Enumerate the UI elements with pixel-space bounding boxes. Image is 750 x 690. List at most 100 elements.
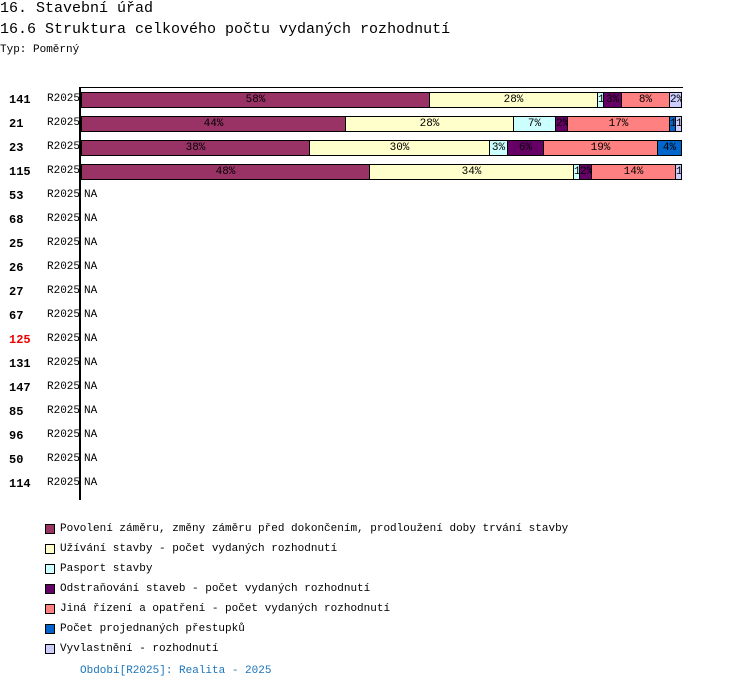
bar-segment: 30% [310, 140, 490, 156]
row-period-label: R2025 [47, 309, 81, 321]
na-label: NA [84, 405, 98, 417]
chart-row: 96 R2025 NA [0, 424, 750, 448]
row-period-label: R2025 [47, 237, 81, 249]
row-period-label: R2025 [47, 165, 81, 177]
stacked-bar: 48%34%1%2%14%1% [81, 164, 682, 180]
chart-row: 68 R2025 NA [0, 208, 750, 232]
row-period-label: R2025 [47, 381, 81, 393]
na-label: NA [84, 333, 98, 345]
legend: Povolení záměru, změny záměru před dokon… [45, 519, 568, 659]
row-id-label: 141 [9, 93, 31, 107]
bar-segment: 1% [676, 116, 682, 132]
legend-swatch [45, 604, 55, 614]
legend-swatch [45, 624, 55, 634]
row-id-label: 131 [9, 357, 31, 371]
bar-segment: 2% [556, 116, 568, 132]
bar-segment: 2% [670, 92, 682, 108]
bar-segment: 1% [676, 164, 682, 180]
bar-segment: 48% [81, 164, 370, 180]
legend-item: Pasport stavby [45, 559, 568, 579]
bar-segment: 1% [574, 164, 580, 180]
legend-label: Vyvlastnění - rozhodnutí [60, 643, 219, 655]
legend-label: Užívání stavby - počet vydaných rozhodnu… [60, 543, 338, 555]
chart-row: 26 R2025 NA [0, 256, 750, 280]
bar-segment: 17% [568, 116, 670, 132]
period-footer: Období[R2025]: Realita - 2025 [80, 665, 272, 677]
row-id-label: 21 [9, 117, 24, 131]
bar-segment: 58% [81, 92, 430, 108]
row-period-label: R2025 [47, 405, 81, 417]
legend-swatch [45, 524, 55, 534]
na-label: NA [84, 285, 98, 297]
bar-segment: 7% [514, 116, 556, 132]
bar-segment: 34% [370, 164, 574, 180]
row-id-label: 67 [9, 309, 24, 323]
bar-segment: 2% [580, 164, 592, 180]
row-period-label: R2025 [47, 93, 81, 105]
bar-segment: 38% [81, 140, 310, 156]
legend-label: Počet projednaných přestupků [60, 623, 245, 635]
row-period-label: R2025 [47, 141, 81, 153]
na-label: NA [84, 381, 98, 393]
row-period-label: R2025 [47, 477, 81, 489]
bar-segment: 44% [81, 116, 346, 132]
bar-segment: 19% [544, 140, 658, 156]
chart-row: 147 R2025 NA [0, 376, 750, 400]
bar-segment: 28% [430, 92, 598, 108]
row-id-label: 26 [9, 261, 24, 275]
chart-row: 125 R2025 NA [0, 328, 750, 352]
row-id-label: 27 [9, 285, 24, 299]
chart-type-label: Typ: Poměrný [0, 44, 80, 56]
row-id-label: 114 [9, 477, 31, 491]
na-label: NA [84, 309, 98, 321]
legend-label: Pasport stavby [60, 563, 153, 575]
chart-row: 23 R2025 38% 30% 3% 6% 19% 4% [0, 136, 750, 160]
row-id-label: 85 [9, 405, 24, 419]
bar-segment: 14% [592, 164, 676, 180]
na-label: NA [84, 189, 98, 201]
bar-segment: 1% [670, 116, 676, 132]
row-id-label: 115 [9, 165, 31, 179]
na-label: NA [84, 429, 98, 441]
na-label: NA [84, 213, 98, 225]
row-period-label: R2025 [47, 117, 81, 129]
row-period-label: R2025 [47, 453, 81, 465]
row-id-label: 50 [9, 453, 24, 467]
row-id-label: 68 [9, 213, 24, 227]
row-id-label: 23 [9, 141, 24, 155]
bar-segment: 1% [598, 92, 604, 108]
legend-label: Odstraňování staveb - počet vydaných roz… [60, 583, 371, 595]
chart-row: 25 R2025 NA [0, 232, 750, 256]
bar-segment: 6% [508, 140, 544, 156]
na-label: NA [84, 261, 98, 273]
row-id-label: 53 [9, 189, 24, 203]
bar-segment: 4% [658, 140, 682, 156]
na-label: NA [84, 477, 98, 489]
row-period-label: R2025 [47, 261, 81, 273]
row-period-label: R2025 [47, 357, 81, 369]
bar-segment: 8% [622, 92, 670, 108]
chart-row: 50 R2025 NA [0, 448, 750, 472]
row-period-label: R2025 [47, 189, 81, 201]
legend-item: Vyvlastnění - rozhodnutí [45, 639, 568, 659]
chart-row: 67 R2025 NA [0, 304, 750, 328]
stacked-bar: 44%28%7%2%17%1%1% [81, 116, 682, 132]
legend-label: Povolení záměru, změny záměru před dokon… [60, 523, 569, 535]
top-axis-line [79, 87, 683, 88]
na-label: NA [84, 237, 98, 249]
chart-title: 16.6 Struktura celkového počtu vydaných … [0, 21, 451, 38]
row-period-label: R2025 [47, 285, 81, 297]
na-label: NA [84, 357, 98, 369]
legend-swatch [45, 564, 55, 574]
legend-item: Jiná řízení a opatření - počet vydaných … [45, 599, 568, 619]
legend-item: Odstraňování staveb - počet vydaných roz… [45, 579, 568, 599]
y-axis-line [79, 87, 81, 500]
chart-row: 131 R2025 NA [0, 352, 750, 376]
chart-row: 27 R2025 NA [0, 280, 750, 304]
legend-label: Jiná řízení a opatření - počet vydaných … [60, 603, 391, 615]
bar-segment: 3% [490, 140, 508, 156]
legend-swatch [45, 584, 55, 594]
